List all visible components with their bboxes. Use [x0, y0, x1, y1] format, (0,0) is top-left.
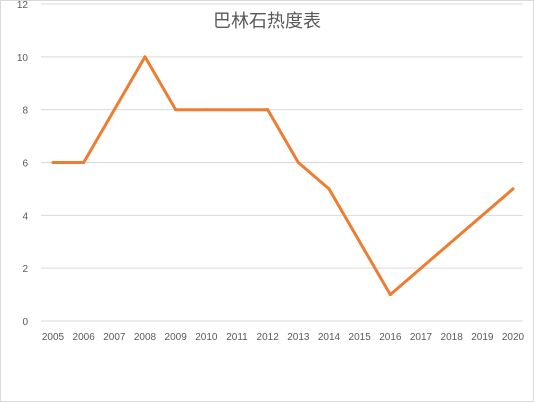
y-tick-label: 2 — [22, 264, 28, 275]
data-point-2016 — [388, 293, 392, 297]
y-tick-label: 0 — [22, 317, 28, 328]
x-tick-label: 2016 — [379, 332, 402, 343]
x-tick-label: 2006 — [73, 332, 96, 343]
x-tick-label: 2010 — [195, 332, 218, 343]
data-point-2006 — [82, 161, 86, 164]
y-tick-label: 6 — [22, 159, 28, 170]
x-tick-label: 2019 — [471, 332, 494, 343]
data-point-2008 — [143, 55, 147, 59]
data-point-2020 — [511, 187, 515, 191]
y-tick-label: 10 — [17, 53, 29, 64]
x-tick-label: 2020 — [502, 332, 525, 343]
x-tick-label: 2005 — [42, 332, 65, 343]
x-tick-label: 2011 — [226, 332, 248, 343]
x-tick-label: 2017 — [410, 332, 433, 343]
x-tick-label: 2008 — [134, 332, 157, 343]
data-point-2012 — [266, 108, 270, 112]
x-tick-label: 2014 — [318, 332, 341, 343]
x-tick-label: 2013 — [287, 332, 310, 343]
x-tick-label: 2007 — [103, 332, 126, 343]
data-point-2013 — [296, 161, 300, 164]
data-point-2014 — [327, 187, 331, 191]
series-line-0 — [51, 55, 515, 297]
data-point-2010 — [204, 108, 208, 112]
x-tick-label: 2009 — [165, 332, 188, 343]
y-tick-label: 8 — [22, 106, 28, 117]
chart-title: 巴林石热度表 — [213, 11, 321, 32]
y-tick-label: 4 — [22, 211, 28, 222]
y-tick-label: 12 — [17, 1, 29, 11]
x-tick-label: 2012 — [257, 332, 280, 343]
x-tick-label: 2018 — [441, 332, 464, 343]
data-point-2005 — [51, 161, 55, 164]
data-point-2009 — [174, 108, 178, 112]
x-tick-label: 2015 — [349, 332, 372, 343]
